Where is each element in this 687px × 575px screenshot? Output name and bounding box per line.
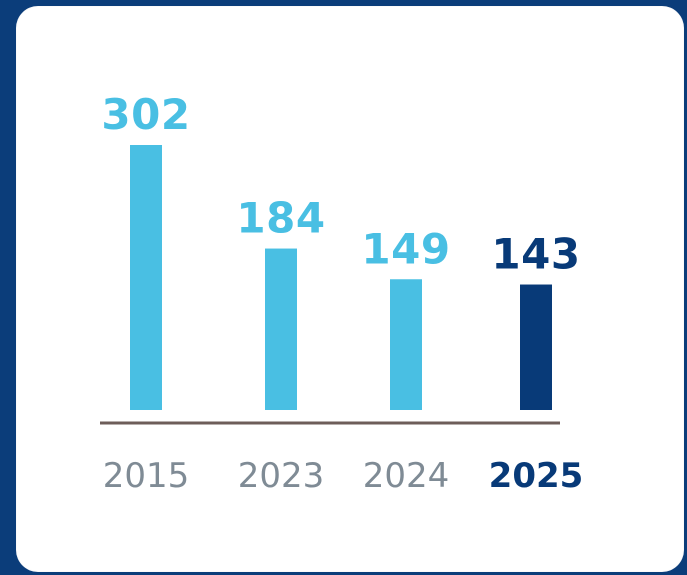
value-label-2015: 302 xyxy=(101,90,190,139)
value-label-2024: 149 xyxy=(361,224,450,273)
bar-2015 xyxy=(130,145,162,410)
year-label-2024: 2024 xyxy=(363,456,450,496)
bar-2023 xyxy=(265,248,297,410)
value-label-2023: 184 xyxy=(236,194,325,243)
chart-card xyxy=(16,6,684,572)
year-label-2023: 2023 xyxy=(238,456,325,496)
bar-2024 xyxy=(390,279,422,410)
year-label-2025: 2025 xyxy=(489,456,584,496)
bar-2025 xyxy=(520,284,552,410)
year-label-2015: 2015 xyxy=(103,456,190,496)
value-label-2025: 143 xyxy=(491,230,580,279)
